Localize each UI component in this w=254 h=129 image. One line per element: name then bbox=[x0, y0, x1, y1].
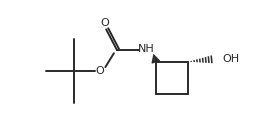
Text: O: O bbox=[100, 18, 109, 28]
Text: O: O bbox=[96, 66, 104, 76]
Text: OH: OH bbox=[223, 54, 240, 64]
Text: NH: NH bbox=[138, 44, 155, 54]
